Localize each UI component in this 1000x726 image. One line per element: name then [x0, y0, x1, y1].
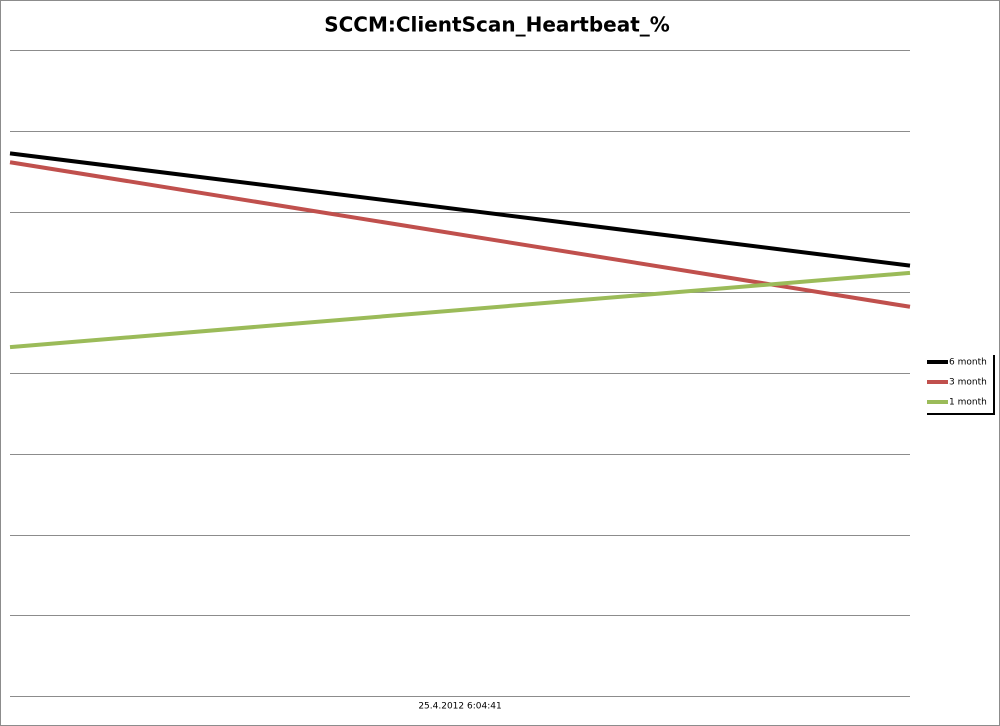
series-line	[9, 270, 911, 350]
series-line	[9, 151, 911, 268]
legend-label: 1 month	[949, 398, 987, 408]
legend-label: 3 month	[949, 378, 987, 388]
chart-title: SCCM:ClientScan_Heartbeat_%	[324, 13, 670, 37]
series-line	[9, 160, 911, 309]
x-label: 25.4.2012 6:04:41	[418, 702, 501, 712]
legend-label: 6 month	[949, 358, 987, 368]
